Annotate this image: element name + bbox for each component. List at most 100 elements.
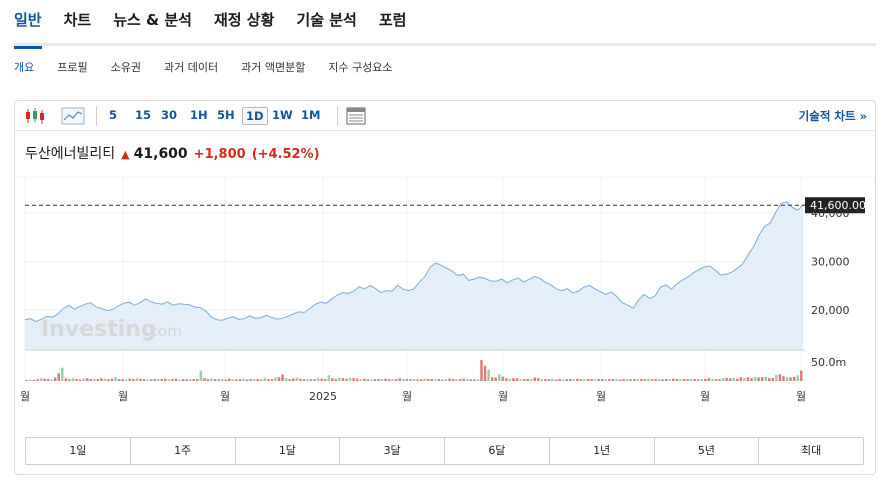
volume-bar bbox=[146, 379, 149, 381]
tab-chart[interactable]: 차트 bbox=[63, 11, 92, 29]
range-1-year[interactable]: 1년 bbox=[550, 438, 655, 464]
interval-5[interactable]: 5 bbox=[109, 108, 118, 122]
interval-1w[interactable]: 1W bbox=[272, 108, 293, 122]
sub-tabs: 개요 프로필 소유권 과거 데이터 과거 액면분할 지수 구성요소 bbox=[14, 59, 416, 75]
volume-bar bbox=[153, 379, 156, 381]
volume-bar bbox=[743, 377, 746, 381]
volume-bar bbox=[604, 379, 608, 381]
y-tick-label: 30,000 bbox=[811, 256, 850, 269]
volume-bar bbox=[462, 378, 465, 382]
volume-bar bbox=[398, 378, 402, 381]
volume-bar bbox=[579, 379, 583, 381]
subtab-ownership[interactable]: 소유권 bbox=[110, 61, 141, 74]
volume-bar bbox=[46, 379, 50, 381]
main-tabs: 일반 차트 뉴스 & 분석 재정 상황 기술 분석 포럼 bbox=[14, 0, 876, 49]
range-1-month[interactable]: 1달 bbox=[236, 438, 341, 464]
subtab-index-components[interactable]: 지수 구성요소 bbox=[328, 61, 393, 74]
volume-bar bbox=[654, 378, 657, 381]
volume-bar bbox=[561, 379, 565, 381]
volume-bar bbox=[394, 379, 398, 381]
volume-bar bbox=[89, 379, 92, 381]
interval-1h[interactable]: 1H bbox=[190, 108, 208, 122]
volume-bar bbox=[299, 378, 302, 382]
volume-bar bbox=[625, 378, 629, 381]
volume-bar bbox=[554, 379, 558, 381]
volume-bar bbox=[171, 379, 174, 381]
volume-bar bbox=[174, 378, 178, 382]
subtab-splits[interactable]: 과거 액면분할 bbox=[241, 61, 306, 74]
volume-bar bbox=[53, 377, 57, 381]
volume-bar bbox=[789, 377, 792, 381]
interval-15[interactable]: 15 bbox=[135, 108, 152, 122]
volume-bar bbox=[242, 378, 245, 381]
interval-1m[interactable]: 1M bbox=[301, 108, 321, 122]
volume-bar bbox=[725, 377, 728, 381]
volume-bar bbox=[263, 378, 267, 381]
volume-bar bbox=[121, 379, 124, 381]
volume-bar bbox=[142, 379, 146, 381]
volume-bar bbox=[391, 379, 394, 381]
price-chart[interactable]: Investing .com 41,600.00 20,000 30,000 40,… bbox=[15, 176, 875, 412]
volume-bar bbox=[125, 379, 128, 381]
interval-5h[interactable]: 5H bbox=[217, 108, 235, 122]
volume-bar bbox=[693, 378, 696, 381]
y-tick-label: 20,000 bbox=[811, 304, 850, 317]
volume-bar bbox=[117, 378, 121, 381]
range-5-years[interactable]: 5년 bbox=[655, 438, 760, 464]
time-range-selector: 1일 1주 1달 3달 6달 1년 5년 최대 bbox=[25, 437, 864, 465]
volume-bar bbox=[529, 379, 533, 381]
volume-bar bbox=[608, 379, 611, 381]
volume-bar bbox=[93, 379, 96, 381]
volume-bar bbox=[61, 367, 64, 381]
tab-financials[interactable]: 재정 상황 bbox=[213, 11, 275, 29]
area-chart-icon[interactable] bbox=[61, 106, 85, 126]
volume-bar bbox=[473, 379, 476, 381]
subtab-overview[interactable]: 개요 bbox=[14, 61, 35, 74]
candlestick-icon[interactable] bbox=[23, 106, 47, 126]
interval-1d[interactable]: 1D bbox=[242, 107, 268, 125]
volume-bar bbox=[796, 375, 799, 381]
volume-bar bbox=[633, 379, 636, 381]
volume-bar bbox=[512, 378, 515, 381]
volume-bar bbox=[458, 379, 462, 381]
range-max[interactable]: 최대 bbox=[801, 444, 822, 457]
volume-bar bbox=[615, 379, 618, 381]
watermark-main: Investing bbox=[41, 317, 157, 342]
tab-forum[interactable]: 포럼 bbox=[378, 11, 407, 29]
volume-bar bbox=[583, 379, 586, 381]
volume-bar bbox=[341, 378, 345, 381]
table-view-icon[interactable] bbox=[345, 106, 369, 126]
volume-bar bbox=[505, 378, 508, 381]
tab-news[interactable]: 뉴스 & 분석 bbox=[113, 11, 192, 29]
volume-bar bbox=[672, 378, 675, 381]
volume-bar bbox=[402, 378, 405, 381]
volume-bar bbox=[544, 379, 547, 381]
volume-bar bbox=[228, 378, 231, 382]
tab-general[interactable]: 일반 bbox=[14, 0, 42, 49]
volume-bar bbox=[348, 377, 352, 381]
volume-bar bbox=[139, 378, 142, 381]
range-1-day[interactable]: 1일 bbox=[26, 438, 131, 464]
subtab-historical-data[interactable]: 과거 데이터 bbox=[164, 61, 219, 74]
range-3-months[interactable]: 3달 bbox=[340, 438, 445, 464]
range-6-months[interactable]: 6달 bbox=[445, 438, 550, 464]
volume-bar bbox=[498, 374, 501, 381]
interval-30[interactable]: 30 bbox=[161, 108, 178, 122]
volume-bar bbox=[490, 377, 494, 381]
volume-bar bbox=[785, 377, 789, 381]
volume-bar bbox=[547, 379, 551, 381]
volume-bar bbox=[714, 379, 718, 381]
volume-bar bbox=[320, 378, 323, 382]
tab-technical[interactable]: 기술 분석 bbox=[296, 11, 357, 29]
volume-bar bbox=[622, 379, 625, 381]
watermark-suffix: .com bbox=[145, 322, 182, 340]
volume-bar bbox=[160, 379, 164, 381]
range-1-week[interactable]: 1주 bbox=[131, 438, 236, 464]
volume-bar bbox=[750, 378, 753, 381]
volume-bar bbox=[441, 379, 444, 381]
technical-chart-link[interactable]: 기술적 차트 » bbox=[798, 109, 867, 123]
subtab-profile[interactable]: 프로필 bbox=[57, 61, 88, 74]
volume-bar bbox=[586, 378, 590, 381]
volume-bar bbox=[679, 379, 682, 381]
volume-bar bbox=[469, 379, 473, 381]
